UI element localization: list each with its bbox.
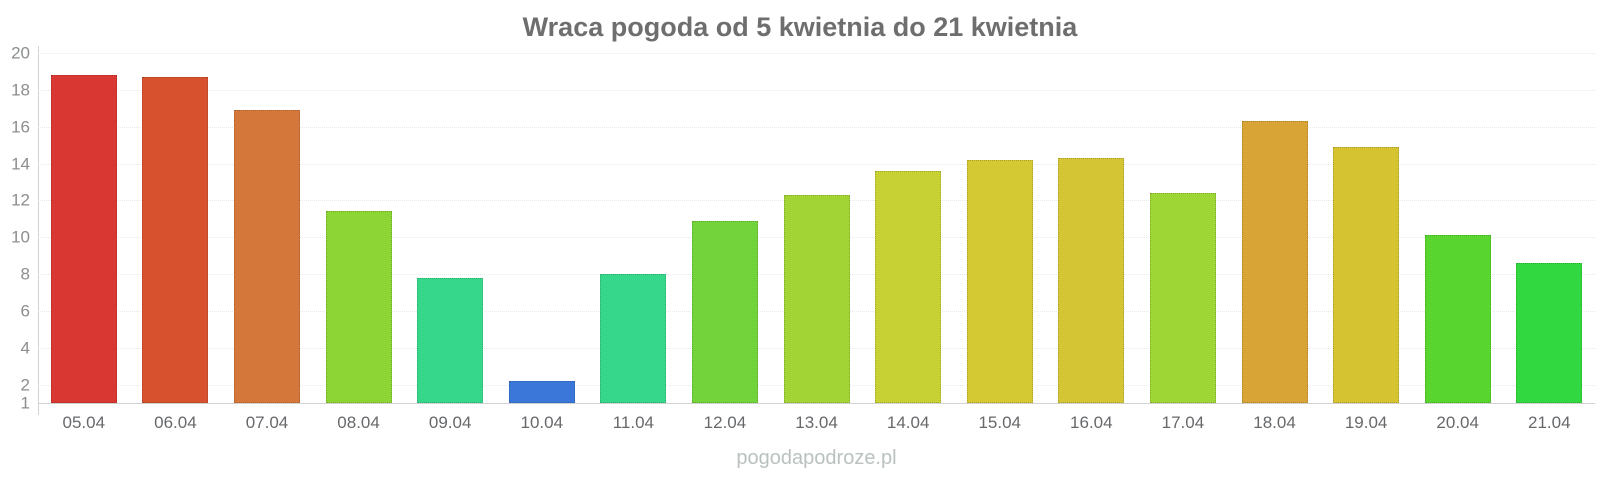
bar-17.04[interactable]	[1149, 193, 1216, 403]
bar-slot: 19.04	[1320, 53, 1412, 432]
y-axis-label: 20	[11, 43, 30, 63]
bar-11.04[interactable]	[600, 274, 667, 403]
y-axis-label: 14	[11, 154, 30, 174]
y-axis-label: 10	[11, 227, 30, 247]
x-axis-label: 05.04	[62, 413, 106, 432]
bar-12.04[interactable]	[691, 220, 758, 403]
bar-10.04[interactable]	[508, 380, 575, 403]
x-axis-label: 06.04	[154, 413, 197, 432]
gridline	[38, 89, 1595, 91]
bar-slot: 21.04	[1504, 53, 1596, 432]
gridline	[38, 163, 1595, 165]
x-axis-label: 10.04	[520, 413, 564, 432]
bar-slot: 06.04	[130, 53, 222, 432]
bar-slot: 15.04	[954, 53, 1046, 432]
y-axis-label: 6	[20, 301, 30, 321]
bar-18.04[interactable]	[1241, 121, 1308, 403]
bar-09.04[interactable]	[417, 277, 484, 403]
x-axis-label: 20.04	[1436, 413, 1479, 432]
bar-20.04[interactable]	[1424, 235, 1491, 403]
bar-07.04[interactable]	[233, 110, 300, 403]
x-axis-label: 19.04	[1344, 413, 1388, 432]
bar-19.04[interactable]	[1333, 146, 1400, 403]
watermark: pogodapodroze.pl	[736, 447, 897, 469]
y-axis-labels: 20 18 16 14 12 10 8 6 4 2 1	[0, 45, 30, 412]
x-axis-label: 15.04	[978, 413, 1022, 432]
x-axis-label: 13.04	[795, 413, 838, 432]
bars: 05.04 06.04 07.04 08.04 09.04 10.04 11.04 12.04…	[38, 53, 1596, 432]
y-axis-label: 12	[11, 190, 30, 210]
bar-slot: 17.04	[1137, 53, 1229, 432]
x-axis-label: 11.04	[612, 413, 654, 432]
bar-slot: 05.04	[38, 53, 130, 432]
bar-slot: 14.04	[862, 53, 954, 432]
x-axis-label: 16.04	[1070, 413, 1113, 432]
bar-slot: 08.04	[313, 53, 405, 432]
bar-13.04[interactable]	[783, 194, 850, 403]
y-axis-label: 1	[20, 393, 30, 413]
y-axis-label: 2	[20, 375, 30, 395]
bar-slot: 20.04	[1412, 53, 1504, 432]
bar-21.04[interactable]	[1516, 263, 1583, 403]
bar-slot: 11.04	[588, 53, 680, 432]
bar-slot: 10.04	[496, 53, 588, 432]
bar-slot: 12.04	[679, 53, 771, 432]
gridline	[38, 126, 1595, 128]
bar-slot: 09.04	[404, 53, 496, 432]
bar-15.04[interactable]	[966, 159, 1033, 403]
chart-title: Wraca pogoda od 5 kwietnia do 21 kwietni…	[522, 12, 1078, 42]
bar-slot: 16.04	[1046, 53, 1138, 432]
y-axis-label: 4	[20, 338, 30, 358]
x-axis-label: 18.04	[1253, 413, 1296, 432]
bar-slot: 07.04	[221, 53, 313, 432]
x-axis-label: 12.04	[703, 413, 747, 432]
x-axis-label: 09.04	[428, 413, 472, 432]
bar-05.04[interactable]	[50, 75, 117, 403]
bar-08.04[interactable]	[325, 211, 392, 403]
bar-06.04[interactable]	[142, 76, 209, 403]
y-axis-line	[38, 46, 39, 415]
gridline	[38, 53, 1595, 54]
y-axis-label: 18	[11, 80, 30, 100]
bar-slot: 18.04	[1229, 53, 1321, 432]
x-axis-label: 17.04	[1161, 413, 1205, 432]
bar-14.04[interactable]	[875, 170, 942, 403]
x-axis-label: 14.04	[886, 413, 930, 432]
plot-area: 05.04 06.04 07.04 08.04 09.04 10.04 11.04 12.04…	[38, 53, 1596, 432]
x-axis-line	[38, 403, 1595, 404]
x-axis-label: 08.04	[337, 413, 380, 432]
bar-slot: 13.04	[771, 53, 863, 432]
y-axis-label: 16	[11, 117, 30, 137]
bar-16.04[interactable]	[1058, 158, 1125, 403]
y-axis-label: 8	[20, 264, 30, 284]
x-axis-label: 07.04	[245, 413, 289, 432]
x-axis-label: 21.04	[1528, 413, 1571, 432]
